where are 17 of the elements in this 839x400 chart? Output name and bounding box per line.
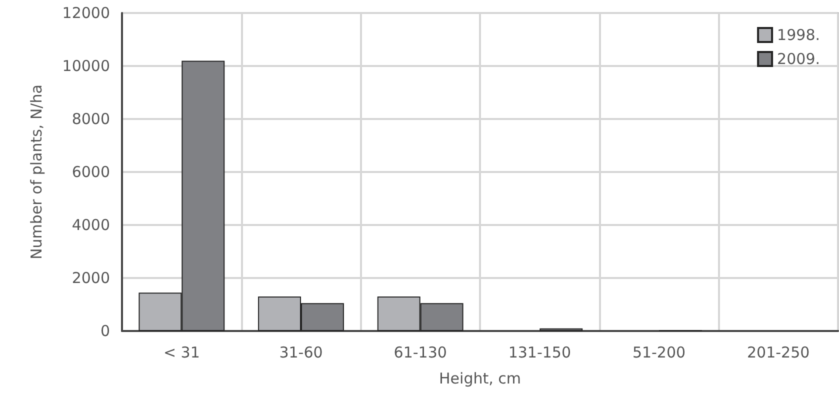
x-tick-label: 201-250 xyxy=(746,344,810,362)
legend-label: 1998. xyxy=(777,26,820,44)
x-tick-label: 31-60 xyxy=(279,344,323,362)
y-tick-label: 6000 xyxy=(72,163,110,181)
x-tick-label: 131-150 xyxy=(508,344,572,362)
y-tick-label: 8000 xyxy=(72,110,110,128)
y-tick-label: 12000 xyxy=(62,4,110,22)
x-tick-label: < 31 xyxy=(163,344,200,362)
y-tick-label: 10000 xyxy=(62,57,110,75)
y-tick-label: 2000 xyxy=(72,269,110,287)
x-axis-title: Height, cm xyxy=(439,370,521,388)
x-tick-label: 51-200 xyxy=(632,344,686,362)
legend-label: 2009. xyxy=(777,50,820,68)
x-tick-label: 61-130 xyxy=(394,344,447,362)
y-tick-label: 4000 xyxy=(72,216,110,234)
y-tick-label: 0 xyxy=(100,322,110,340)
y-axis-title: Number of plants, N/ha xyxy=(28,84,46,260)
